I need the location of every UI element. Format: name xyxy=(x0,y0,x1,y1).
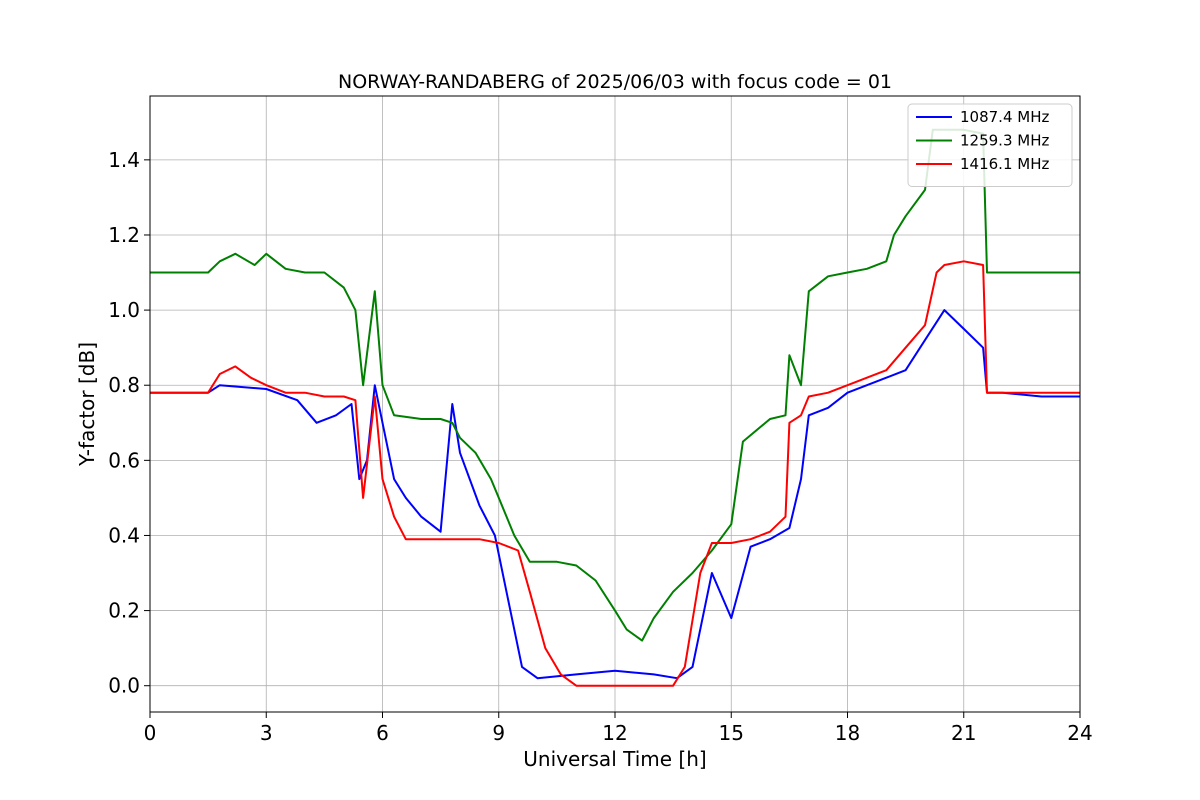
x-tick-label: 0 xyxy=(144,721,157,745)
x-axis-label: Universal Time [h] xyxy=(523,747,706,771)
series-group xyxy=(150,128,1080,687)
x-tick-label: 18 xyxy=(835,721,860,745)
y-axis-label: Y-factor [dB] xyxy=(75,342,99,467)
series-line-1 xyxy=(150,128,1080,642)
chart-title: NORWAY-RANDABERG of 2025/06/03 with focu… xyxy=(338,71,892,93)
legend: 1087.4 MHz 1259.3 MHz 1416.1 MHz xyxy=(907,103,1073,187)
series-line-2 xyxy=(150,260,1080,687)
x-tick-label: 15 xyxy=(719,721,744,745)
y-tick-label: 0.6 xyxy=(108,448,140,472)
x-tick-label: 12 xyxy=(602,721,627,745)
y-tick-label: 0.2 xyxy=(108,599,140,623)
y-tick-label: 1.0 xyxy=(108,298,140,322)
x-ticks: 0 3 6 9 12 15 18 21 24 xyxy=(144,712,1093,745)
y-tick-label: 0.8 xyxy=(108,373,140,397)
legend-label: 1087.4 MHz xyxy=(960,108,1049,126)
x-tick-label: 9 xyxy=(492,721,505,745)
y-tick-label: 0.4 xyxy=(108,523,140,547)
x-tick-label: 6 xyxy=(376,721,389,745)
x-tick-label: 21 xyxy=(951,721,976,745)
x-tick-label: 3 xyxy=(260,721,273,745)
y-tick-label: 0.0 xyxy=(108,674,140,698)
x-tick-label: 24 xyxy=(1067,721,1092,745)
y-tick-label: 1.4 xyxy=(108,148,140,172)
y-tick-label: 1.2 xyxy=(108,223,140,247)
y-ticks: 0.0 0.2 0.4 0.6 0.8 1.0 1.2 1.4 xyxy=(108,148,150,698)
legend-label: 1259.3 MHz xyxy=(960,132,1049,150)
legend-box xyxy=(907,103,1073,187)
series-line-0 xyxy=(150,309,1080,680)
legend-label: 1416.1 MHz xyxy=(960,155,1049,173)
